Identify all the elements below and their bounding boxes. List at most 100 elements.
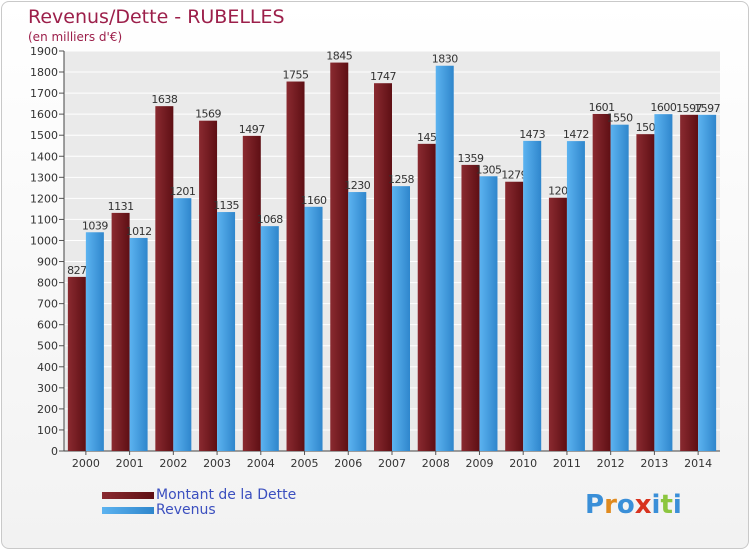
bar-revenus: [85, 232, 104, 451]
bar-dette: [155, 106, 174, 451]
data-label-revenus: 1012: [126, 225, 152, 238]
data-label-revenus: 1135: [213, 199, 239, 212]
data-label-revenus: 1550: [607, 112, 633, 125]
bar-revenus: [566, 141, 585, 451]
bar-dette: [67, 276, 86, 451]
data-label-dette: 1131: [108, 200, 134, 213]
bar-revenus: [129, 237, 148, 451]
bar-dette: [242, 135, 261, 451]
data-label-dette: 1638: [151, 93, 177, 106]
x-tick-label: 2009: [465, 457, 493, 470]
bar-revenus: [260, 226, 279, 451]
y-tick-label: 1000: [30, 234, 58, 247]
data-label-dette: 1569: [195, 108, 221, 121]
data-label-dette: 1747: [370, 70, 396, 83]
bar-revenus: [654, 114, 673, 451]
data-label-dette: 1497: [239, 123, 265, 136]
data-label-revenus: 1230: [344, 179, 370, 192]
bar-dette: [461, 164, 480, 452]
x-tick-label: 2011: [553, 457, 581, 470]
data-label-revenus: 1597: [694, 102, 720, 115]
bar-dette: [548, 197, 567, 451]
y-tick-label: 200: [37, 403, 58, 416]
x-tick-label: 2001: [116, 457, 144, 470]
x-tick-label: 2013: [640, 457, 668, 470]
bar-revenus: [217, 212, 236, 451]
y-tick-label: 600: [37, 319, 58, 332]
y-tick-label: 900: [37, 256, 58, 269]
bar-dette: [636, 134, 655, 451]
y-tick-label: 500: [37, 340, 58, 353]
y-tick-label: 1900: [30, 45, 58, 58]
bar-revenus: [479, 176, 498, 451]
y-tick-label: 1500: [30, 129, 58, 142]
data-label-dette: 1597: [676, 102, 702, 115]
bar-dette: [417, 143, 436, 451]
x-tick-label: 2008: [422, 457, 450, 470]
bar-dette: [680, 114, 699, 451]
bar-revenus: [435, 65, 454, 451]
data-label-revenus: 1830: [432, 53, 458, 66]
bar-dette: [330, 62, 349, 451]
x-tick-label: 2000: [72, 457, 100, 470]
y-tick-label: 1400: [30, 150, 58, 163]
data-label-revenus: 1201: [169, 185, 195, 198]
proxiti-logo: Proxiti: [585, 490, 682, 520]
legend-label-dette: Montant de la Dette: [156, 487, 297, 503]
y-tick-label: 100: [37, 424, 58, 437]
data-label-dette: 1845: [326, 50, 352, 63]
bar-dette: [199, 120, 218, 452]
bar-revenus: [523, 140, 542, 452]
bar-dette: [374, 83, 392, 452]
bar-dette: [505, 181, 524, 451]
data-label-dette: 145: [417, 131, 437, 144]
bar-revenus: [392, 186, 410, 451]
legend-swatch-dette: [102, 492, 154, 499]
y-tick-label: 800: [37, 277, 58, 290]
bar-revenus: [610, 124, 629, 452]
data-label-dette: 827: [67, 264, 87, 277]
y-tick-label: 300: [37, 382, 58, 395]
bar-revenus: [173, 198, 192, 451]
data-label-dette: 1601: [589, 101, 615, 114]
y-tick-label: 1600: [30, 108, 58, 121]
bar-revenus: [304, 206, 323, 451]
x-tick-label: 2004: [247, 457, 275, 470]
y-tick-label: 1300: [30, 171, 58, 184]
y-tick-label: 400: [37, 361, 58, 374]
x-tick-label: 2010: [509, 457, 537, 470]
chart-subtitle: (en milliers d'€): [28, 30, 123, 44]
data-label-dette: 1359: [457, 152, 483, 165]
legend-label-revenus: Revenus: [156, 502, 216, 518]
data-label-dette: 1755: [283, 69, 309, 82]
y-tick-label: 1700: [30, 87, 58, 100]
x-tick-label: 2012: [597, 457, 625, 470]
bar-revenus: [698, 114, 717, 451]
x-tick-label: 2007: [378, 457, 406, 470]
bar-dette: [111, 212, 130, 451]
y-tick-label: 0: [51, 445, 58, 458]
x-tick-label: 2003: [203, 457, 231, 470]
bar-dette: [286, 81, 305, 452]
y-tick-label: 700: [37, 298, 58, 311]
y-tick-label: 1100: [30, 213, 58, 226]
chart-title: Revenus/Dette - RUBELLES: [28, 6, 285, 28]
y-tick-label: 1800: [30, 66, 58, 79]
data-label-revenus: 1039: [82, 219, 108, 232]
x-tick-label: 2005: [291, 457, 319, 470]
data-label-revenus: 1473: [519, 128, 545, 141]
bar-revenus: [348, 192, 367, 452]
data-label-dette: 150: [636, 121, 656, 134]
data-label-dette: 1279: [501, 169, 527, 182]
data-label-dette: 120: [548, 185, 568, 198]
x-tick-label: 2006: [334, 457, 362, 470]
data-label-revenus: 1160: [301, 194, 327, 207]
data-label-revenus: 1258: [388, 173, 414, 186]
data-label-revenus: 1472: [563, 128, 589, 141]
x-tick-label: 2014: [684, 457, 712, 470]
x-tick-label: 2002: [159, 457, 187, 470]
bar-dette: [592, 113, 611, 452]
data-label-revenus: 1305: [475, 163, 501, 176]
